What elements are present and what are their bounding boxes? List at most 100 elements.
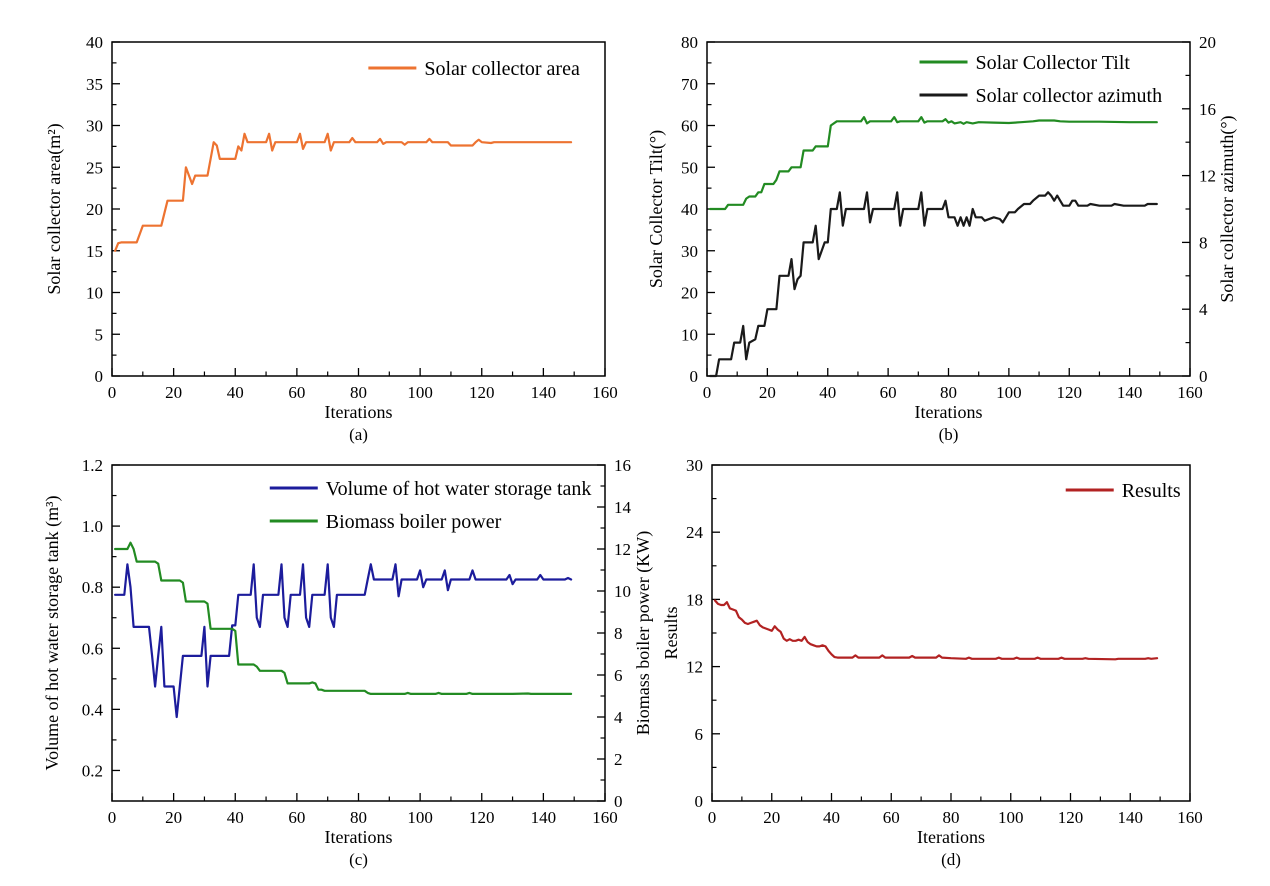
x-tick-label: 0	[703, 383, 712, 402]
x-tick-label: 40	[227, 383, 244, 402]
x-tick-label: 120	[469, 808, 495, 827]
x-tick-label: 60	[880, 383, 897, 402]
y2-tick-label: 8	[1199, 233, 1208, 252]
legend-label: Solar Collector Tilt	[976, 52, 1131, 74]
y-tick-label: 0	[695, 792, 704, 811]
panel-c-series-biomass-boiler-power	[113, 541, 573, 696]
y-tick-label: 24	[686, 523, 704, 542]
legend-label: Volume of hot water storage tank	[326, 478, 592, 500]
panel-b-y2-axis-title: Solar collector azimuth(°)	[1217, 115, 1238, 302]
x-tick-label: 120	[469, 383, 495, 402]
panel-c-y-axis-title: Volume of hot water storage tank (m³)	[42, 496, 63, 771]
x-tick-label: 60	[883, 808, 900, 827]
y-tick-label: 0	[95, 367, 104, 386]
x-tick-label: 60	[288, 383, 305, 402]
x-tick-label: 160	[592, 383, 618, 402]
x-tick-label: 140	[1118, 808, 1144, 827]
x-tick-label: 20	[165, 383, 182, 402]
y-tick-label: 6	[695, 725, 704, 744]
y-tick-label: 35	[86, 75, 103, 94]
y-tick-label: 40	[681, 200, 698, 219]
x-tick-label: 80	[350, 808, 367, 827]
y-tick-label: 0.8	[82, 578, 103, 597]
legend-label: Solar collector azimuth	[976, 85, 1163, 107]
y-tick-label: 0.6	[82, 639, 103, 658]
panel-b-caption: (b)	[939, 425, 959, 444]
y2-tick-label: 0	[614, 792, 623, 811]
y2-tick-label: 6	[614, 666, 623, 685]
panel-a-series-solar-collector-area	[113, 132, 573, 252]
panel-a: 0 20 40 60 80 100 120 140 160 0 5 10 15 20 25 30 35 40 Sol…	[44, 33, 618, 444]
x-tick-label: 140	[531, 383, 557, 402]
legend-label: Solar collector area	[424, 58, 580, 80]
panel-a-frame	[111, 41, 606, 377]
y-tick-label: 1.0	[82, 517, 103, 536]
x-tick-label: 20	[759, 383, 776, 402]
panel-b-legend-entry: Solar Collector Tilt	[919, 52, 1131, 74]
y-tick-label: 10	[681, 325, 698, 344]
x-tick-label: 0	[708, 808, 717, 827]
x-tick-label: 80	[940, 383, 957, 402]
x-tick-label: 100	[407, 383, 433, 402]
y-tick-label: 12	[686, 658, 703, 677]
y2-tick-label: 0	[1199, 367, 1208, 386]
y2-tick-label: 20	[1199, 33, 1216, 52]
panel-d-frame	[711, 464, 1191, 802]
x-tick-label: 80	[350, 383, 367, 402]
x-tick-label: 140	[531, 808, 557, 827]
panel-a-caption: (a)	[349, 425, 368, 444]
panel-a-legend-entry: Solar collector area	[368, 58, 580, 80]
y2-tick-label: 16	[1199, 100, 1216, 119]
y-tick-label: 30	[686, 456, 703, 475]
x-tick-label: 0	[108, 383, 117, 402]
x-tick-label: 40	[823, 808, 840, 827]
panel-d: 0 20 40 60 80 100 120 140 160 0 6 12 18 24 30 Results It…	[661, 456, 1203, 869]
y2-tick-label: 8	[614, 624, 623, 643]
x-tick-label: 160	[592, 808, 618, 827]
x-tick-label: 100	[996, 383, 1022, 402]
y-tick-label: 60	[681, 117, 698, 136]
y-tick-label: 25	[86, 158, 103, 177]
y2-tick-label: 10	[614, 582, 631, 601]
y-tick-label: 5	[95, 325, 104, 344]
y-tick-label: 70	[681, 75, 698, 94]
panel-c-legend-entry: Biomass boiler power	[269, 511, 502, 533]
y2-tick-label: 4	[614, 708, 623, 727]
panel-b-series-solar-collector-tilt	[708, 115, 1158, 211]
y2-tick-label: 4	[1199, 300, 1208, 319]
panel-c-legend-entry: Volume of hot water storage tank	[269, 478, 592, 500]
panel-d-caption: (d)	[941, 850, 961, 869]
x-tick-label: 140	[1117, 383, 1143, 402]
y-tick-label: 18	[686, 590, 703, 609]
x-tick-label: 40	[227, 808, 244, 827]
panel-b-series-solar-collector-azimuth	[708, 191, 1158, 378]
y2-tick-label: 16	[614, 456, 631, 475]
panel-c: 0 20 40 60 80 100 120 140 160 0.2 0.4 0.6 0.8 1.0 1.2 0…	[42, 456, 654, 869]
x-tick-label: 100	[407, 808, 433, 827]
x-tick-label: 160	[1177, 383, 1203, 402]
y-tick-label: 30	[86, 117, 103, 136]
panel-c-series-volume-of-hot-water-storage-tank	[113, 563, 573, 719]
x-tick-label: 80	[943, 808, 960, 827]
y-tick-label: 20	[86, 200, 103, 219]
x-tick-label: 120	[1058, 808, 1084, 827]
y2-tick-label: 2	[614, 750, 623, 769]
panel-b-x-axis-title: Iterations	[915, 402, 983, 422]
y-tick-label: 1.2	[82, 456, 103, 475]
y-tick-label: 10	[86, 284, 103, 303]
y-tick-label: 20	[681, 284, 698, 303]
panel-b: 0 20 40 60 80 100 120 140 1600102030405060708004…	[646, 33, 1238, 444]
y-tick-label: 50	[681, 158, 698, 177]
panel-c-y2-axis-title: Biomass boiler power (KW)	[633, 531, 654, 735]
panel-d-legend-entry: Results	[1065, 480, 1181, 502]
x-tick-label: 0	[108, 808, 117, 827]
y2-tick-label: 14	[614, 498, 632, 517]
x-tick-label: 60	[288, 808, 305, 827]
y-tick-label: 40	[86, 33, 103, 52]
y2-tick-label: 12	[614, 540, 631, 559]
panel-a-y-axis-title: Solar collector area(m²)	[44, 123, 65, 294]
y-tick-label: 0.2	[82, 761, 103, 780]
panel-d-series-results	[713, 599, 1159, 661]
